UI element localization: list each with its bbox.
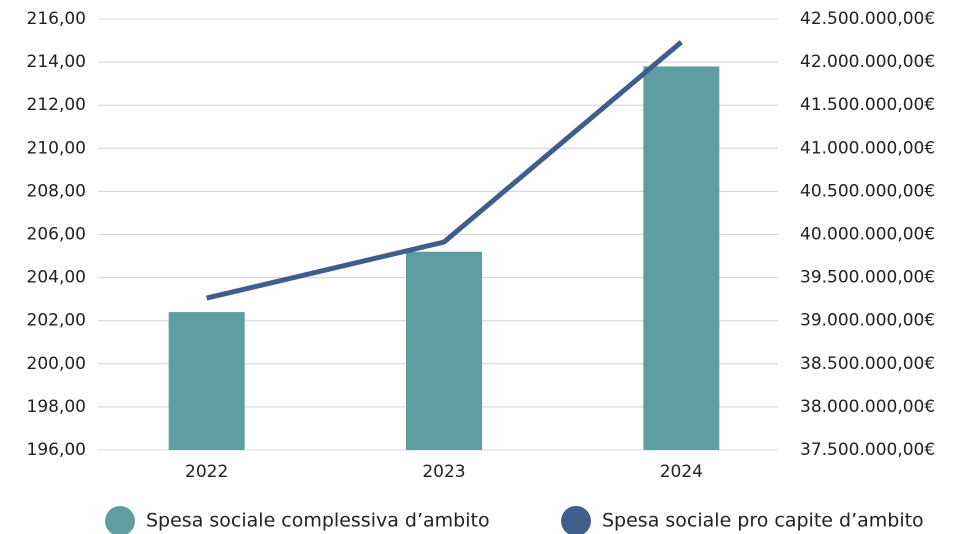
y2-tick-label: 42.000.000,00€ (800, 52, 935, 72)
y2-tick-label: 42.500.000,00€ (800, 9, 935, 29)
legend-label: Spesa sociale complessiva d’ambito (146, 510, 490, 532)
bar (168, 312, 245, 450)
y-tick-label: 204,00 (27, 268, 86, 288)
y-tick-label: 216,00 (27, 9, 86, 29)
legend-swatch (561, 506, 591, 534)
y2-tick-label: 39.000.000,00€ (800, 311, 935, 331)
y-tick-label: 198,00 (27, 397, 86, 417)
y-tick-label: 212,00 (27, 95, 86, 115)
y2-tick-label: 40.500.000,00€ (800, 181, 935, 201)
y-tick-label: 200,00 (27, 354, 86, 374)
bar (406, 251, 482, 450)
y-tick-label: 210,00 (27, 138, 86, 158)
y-tick-label: 208,00 (27, 181, 86, 201)
y2-tick-label: 38.500.000,00€ (800, 354, 935, 374)
x-tick-label: 2022 (185, 462, 228, 482)
legend-swatch (105, 506, 135, 534)
legend-label: Spesa sociale pro capite d’ambito (602, 510, 924, 532)
y2-tick-label: 39.500.000,00€ (800, 268, 935, 288)
y2-tick-label: 41.000.000,00€ (800, 138, 935, 158)
line (206, 40, 683, 301)
x-tick-label: 2024 (660, 462, 703, 482)
y2-tick-label: 38.000.000,00€ (800, 397, 935, 417)
y2-tick-label: 40.000.000,00€ (800, 225, 935, 245)
y-tick-label: 202,00 (27, 311, 86, 331)
y2-tick-label: 37.500.000,00€ (800, 440, 935, 460)
y-tick-label: 196,00 (27, 440, 86, 460)
y-tick-label: 206,00 (27, 225, 86, 245)
y-tick-label: 214,00 (27, 52, 86, 72)
x-tick-label: 2023 (422, 462, 465, 482)
y2-tick-label: 41.500.000,00€ (800, 95, 935, 115)
bar (643, 66, 720, 450)
